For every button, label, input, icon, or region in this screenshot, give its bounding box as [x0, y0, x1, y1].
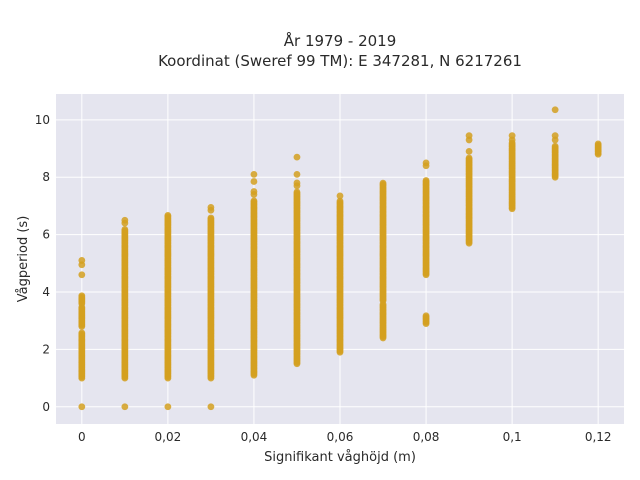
- scatter-point: [293, 153, 301, 161]
- y-tick-label: 6: [42, 228, 50, 242]
- scatter-point: [422, 312, 430, 320]
- y-axis-title: Vågperiod (s): [16, 216, 31, 303]
- scatter-point: [78, 329, 86, 337]
- x-tick-labels: 0 0,02 0,04 0,06 0,08 0,1 0,12: [78, 430, 612, 444]
- x-tick-label: 0,02: [155, 430, 182, 444]
- x-tick-label: 0,08: [413, 430, 440, 444]
- scatter-point: [78, 257, 86, 264]
- scatter-point: [551, 106, 559, 114]
- scatter-point: [207, 403, 215, 411]
- scatter-point: [293, 179, 301, 187]
- scatter-point: [422, 159, 430, 167]
- scatter-point: [250, 170, 258, 178]
- scatter-point: [250, 188, 258, 195]
- chart-title-line-1: År 1979 - 2019: [284, 31, 397, 50]
- y-tick-label: 0: [42, 400, 50, 414]
- y-tick-labels: 0 2 4 6 8 10: [35, 113, 50, 414]
- scatter-point: [164, 403, 172, 411]
- y-tick-label: 8: [42, 170, 50, 184]
- scatter-point: [78, 271, 86, 279]
- x-axis-title: Signifikant våghöjd (m): [264, 450, 416, 465]
- scatter-point: [465, 147, 473, 155]
- scatter-point: [250, 197, 258, 205]
- scatter-point: [207, 214, 215, 222]
- x-tick-label: 0,04: [241, 430, 268, 444]
- scatter-point: [465, 132, 473, 140]
- x-tick-label: 0,1: [503, 430, 522, 444]
- y-tick-label: 4: [42, 285, 50, 299]
- scatter-point: [508, 132, 516, 140]
- scatter-point: [293, 188, 301, 196]
- data-points: [78, 106, 602, 411]
- scatter-point: [121, 226, 129, 233]
- scatter-point: [336, 192, 344, 200]
- scatter-point: [250, 178, 258, 185]
- x-tick-label: 0,12: [585, 430, 612, 444]
- scatter-point: [336, 197, 344, 205]
- chart-title-line-2: Koordinat (Sweref 99 TM): E 347281, N 62…: [158, 52, 522, 70]
- x-tick-label: 0: [78, 430, 86, 444]
- scatter-point: [293, 170, 301, 178]
- scatter-point: [551, 132, 559, 140]
- scatter-point: [207, 203, 215, 211]
- scatter-point: [465, 154, 473, 162]
- scatter-point: [551, 142, 559, 150]
- y-tick-label: 10: [35, 113, 50, 127]
- scatter-point: [78, 292, 86, 300]
- scatter-point: [379, 179, 387, 187]
- scatter-point: [121, 403, 129, 411]
- scatter-point: [78, 403, 86, 411]
- x-tick-label: 0,06: [327, 430, 354, 444]
- y-tick-label: 2: [42, 342, 50, 356]
- scatter-point: [594, 140, 602, 148]
- scatter-point: [121, 216, 129, 224]
- scatter-point: [422, 177, 430, 184]
- scatter-point: [164, 211, 172, 219]
